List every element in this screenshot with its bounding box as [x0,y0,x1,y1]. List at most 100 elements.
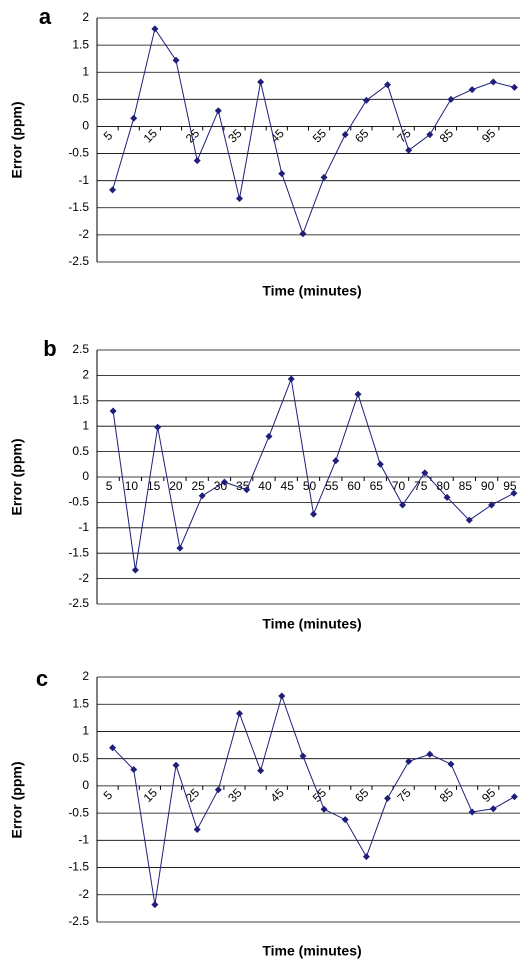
point-marker [488,501,496,509]
point-marker [243,486,251,494]
x-tick-label: 85 [437,126,457,146]
y-tick-label: 1.5 [72,696,89,710]
x-tick-label: 60 [347,479,361,493]
point-marker [109,186,117,194]
x-tick-label: 15 [141,126,161,146]
point-marker [299,230,307,238]
point-marker [176,544,184,552]
point-marker [278,170,286,178]
y-tick-label: 2 [82,368,89,382]
x-tick-label: 15 [147,479,161,493]
point-marker [332,457,340,465]
y-tick-label: -1 [78,520,89,534]
point-marker [447,95,455,103]
y-tick-label: 2.5 [72,342,89,356]
point-marker [257,767,265,775]
y-tick-label: -1.5 [68,200,89,214]
point-marker [220,478,228,486]
point-marker [130,114,138,122]
y-tick-label: -2 [78,887,89,901]
x-tick-label: 85 [459,479,473,493]
x-tick-label: 55 [310,126,330,146]
point-marker [405,757,413,765]
y-tick-label: -2 [78,571,89,585]
series-line [112,27,515,236]
series-line [112,694,515,905]
point-marker [151,901,159,909]
x-tick-label: 65 [352,785,372,805]
point-marker [214,786,222,794]
point-marker [193,157,201,165]
y-tick-label: 0.5 [72,92,89,106]
point-marker [109,744,117,752]
x-tick-label: 55 [310,785,330,805]
x-tick-label: 85 [437,785,457,805]
x-axis-title: Time (minutes) [262,943,361,959]
y-axis-title: Error (ppm) [9,762,25,839]
point-marker [131,566,139,574]
y-tick-label: 0 [82,119,89,133]
point-marker [287,375,295,383]
x-tick-label: 10 [125,479,139,493]
series-line [112,377,515,571]
point-marker [421,469,429,477]
point-marker [362,853,370,861]
y-tick-label: 2 [82,669,89,683]
x-tick-label: 95 [479,126,499,146]
point-marker [376,460,384,468]
x-tick-label: 15 [141,785,161,805]
point-marker [510,83,518,91]
point-marker [384,794,392,802]
x-tick-label: 75 [394,785,414,805]
point-marker [362,96,370,104]
y-tick-label: 1.5 [72,37,89,51]
point-marker [172,56,180,64]
point-marker [198,492,206,500]
point-marker [341,131,349,139]
point-marker [426,131,434,139]
y-tick-label: -0.5 [68,495,89,509]
y-tick-label: -2.5 [68,596,89,610]
x-tick-label: 35 [225,785,245,805]
point-marker [443,493,451,501]
x-tick-label: 40 [258,479,272,493]
x-tick-label: 65 [370,479,384,493]
x-tick-label: 80 [436,479,450,493]
x-tick-label: 70 [392,479,406,493]
x-tick-label: 45 [268,126,288,146]
x-tick-label: 25 [192,479,206,493]
y-tick-label: 0.5 [72,444,89,458]
y-tick-label: 1 [82,724,89,738]
point-marker [426,750,434,758]
point-marker [510,489,518,497]
point-marker [489,805,497,813]
point-marker [235,195,243,203]
x-tick-label: 45 [281,479,295,493]
x-axis-title: Time (minutes) [262,616,361,632]
y-tick-label: 2 [82,10,89,24]
point-marker [320,805,328,813]
point-marker [310,510,317,518]
y-axis-title: Error (ppm) [9,102,25,179]
y-tick-label: 0 [82,469,89,483]
point-marker [193,825,201,833]
point-marker [447,760,455,768]
x-tick-label: 5 [101,788,116,803]
y-tick-label: -2.5 [68,914,89,928]
y-tick-label: -1.5 [68,545,89,559]
panel-label: b [43,336,56,361]
x-tick-label: 95 [503,479,517,493]
point-marker [214,107,222,115]
point-marker [510,793,518,801]
point-marker [320,173,328,181]
point-marker [172,761,180,769]
y-tick-label: -1.5 [68,860,89,874]
point-marker [235,709,243,717]
y-tick-label: -0.5 [68,805,89,819]
point-marker [468,808,476,816]
x-axis-title: Time (minutes) [262,283,361,299]
y-tick-label: -2 [78,227,89,241]
point-marker [109,407,117,415]
point-marker [341,816,349,824]
